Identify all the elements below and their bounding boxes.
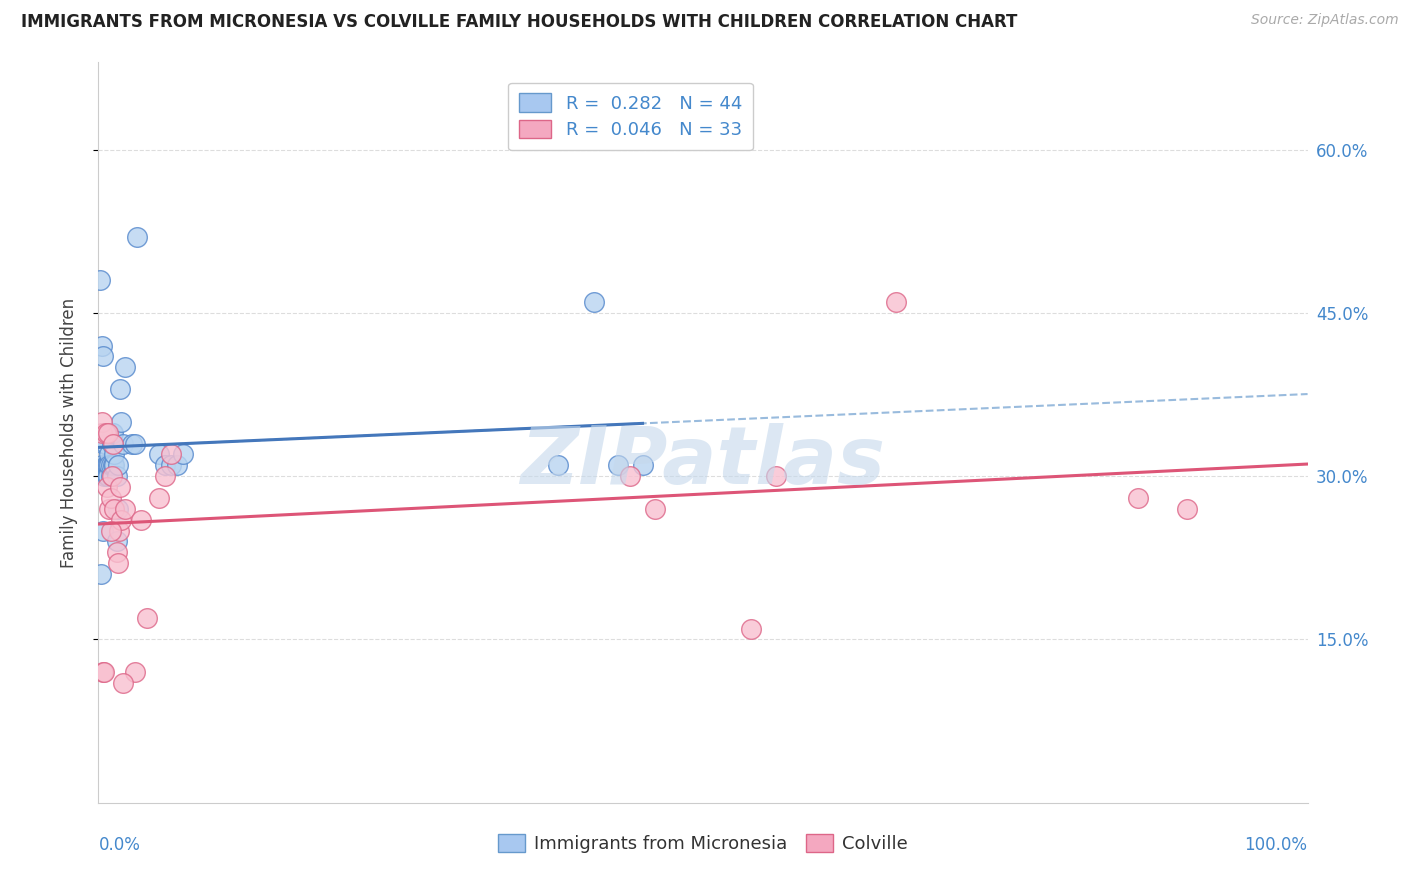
Point: [93, 436, 115, 450]
Point: [886, 295, 908, 310]
Point: [153, 469, 176, 483]
Point: [110, 415, 132, 429]
Point: [111, 676, 134, 690]
Point: [1175, 501, 1198, 516]
Point: [153, 458, 176, 473]
Point: [103, 447, 125, 461]
Point: [111, 436, 134, 450]
Point: [91, 338, 114, 352]
Point: [124, 665, 146, 680]
Point: [94, 458, 117, 473]
Point: [94, 436, 117, 450]
Point: [97, 458, 120, 473]
Point: [105, 545, 128, 559]
Point: [124, 436, 146, 450]
Point: [97, 469, 120, 483]
Point: [96, 480, 118, 494]
Text: 0.0%: 0.0%: [98, 836, 141, 855]
Point: [101, 458, 124, 473]
Point: [135, 611, 157, 625]
Point: [93, 665, 115, 680]
Point: [100, 469, 122, 483]
Point: [631, 458, 654, 473]
Point: [100, 425, 122, 440]
Text: ZIPatlas: ZIPatlas: [520, 423, 886, 501]
Point: [105, 534, 128, 549]
Point: [607, 458, 630, 473]
Text: Source: ZipAtlas.com: Source: ZipAtlas.com: [1251, 13, 1399, 28]
Point: [160, 458, 183, 473]
Point: [148, 447, 170, 461]
Point: [172, 447, 194, 461]
Point: [127, 229, 149, 244]
Point: [107, 501, 129, 516]
Point: [91, 350, 114, 364]
Text: IMMIGRANTS FROM MICRONESIA VS COLVILLE FAMILY HOUSEHOLDS WITH CHILDREN CORRELATI: IMMIGRANTS FROM MICRONESIA VS COLVILLE F…: [21, 13, 1018, 31]
Point: [166, 458, 188, 473]
Point: [740, 622, 762, 636]
Point: [91, 458, 114, 473]
Point: [1128, 491, 1150, 505]
Text: 100.0%: 100.0%: [1244, 836, 1308, 855]
Point: [100, 491, 122, 505]
Point: [100, 458, 122, 473]
Point: [107, 556, 129, 570]
Point: [108, 382, 131, 396]
Point: [148, 491, 170, 505]
Point: [108, 524, 131, 538]
Point: [110, 513, 132, 527]
Point: [91, 524, 114, 538]
Point: [96, 469, 118, 483]
Point: [129, 513, 152, 527]
Point: [101, 425, 124, 440]
Point: [160, 447, 183, 461]
Point: [114, 360, 136, 375]
Point: [765, 469, 787, 483]
Point: [105, 469, 128, 483]
Point: [91, 415, 114, 429]
Point: [96, 458, 118, 473]
Point: [91, 665, 114, 680]
Point: [114, 501, 136, 516]
Point: [98, 501, 121, 516]
Point: [101, 436, 124, 450]
Point: [583, 295, 606, 310]
Point: [93, 469, 115, 483]
Legend: Immigrants from Micronesia, Colville: Immigrants from Micronesia, Colville: [491, 827, 915, 861]
Point: [619, 469, 641, 483]
Y-axis label: Family Households with Children: Family Households with Children: [59, 298, 77, 567]
Point: [107, 458, 129, 473]
Point: [100, 469, 122, 483]
Point: [89, 273, 111, 287]
Point: [103, 501, 125, 516]
Point: [121, 436, 143, 450]
Point: [547, 458, 569, 473]
Point: [91, 425, 114, 440]
Point: [100, 436, 122, 450]
Point: [98, 447, 121, 461]
Point: [103, 458, 125, 473]
Point: [97, 425, 120, 440]
Point: [98, 458, 121, 473]
Point: [644, 501, 666, 516]
Point: [108, 480, 131, 494]
Point: [90, 567, 112, 582]
Point: [100, 524, 122, 538]
Point: [94, 425, 117, 440]
